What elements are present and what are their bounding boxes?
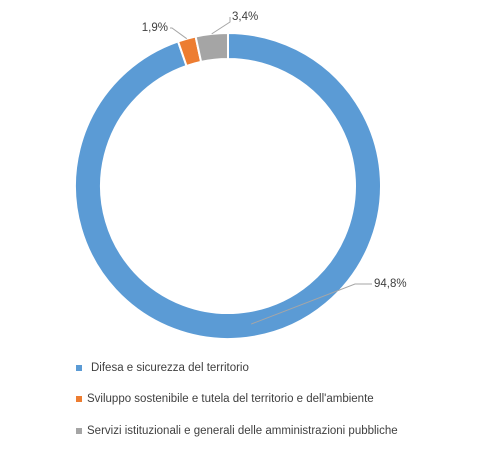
leader-line — [211, 17, 231, 35]
legend-swatch — [76, 428, 82, 434]
legend-label: Difesa e sicurezza del territorio — [91, 362, 249, 374]
legend-swatch — [76, 396, 82, 402]
leader-line — [170, 27, 188, 40]
data-label: 94,8% — [374, 278, 407, 290]
legend-label: Sviluppo sostenibile e tutela del territ… — [87, 393, 374, 405]
donut-slice — [194, 31, 229, 64]
donut-slice — [74, 31, 382, 340]
data-label: 3,4% — [232, 11, 258, 23]
legend-label: Servizi istituzionali e generali delle a… — [87, 425, 398, 437]
leader-line — [251, 283, 372, 325]
data-label: 1,9% — [142, 22, 168, 34]
legend-swatch — [76, 365, 82, 371]
